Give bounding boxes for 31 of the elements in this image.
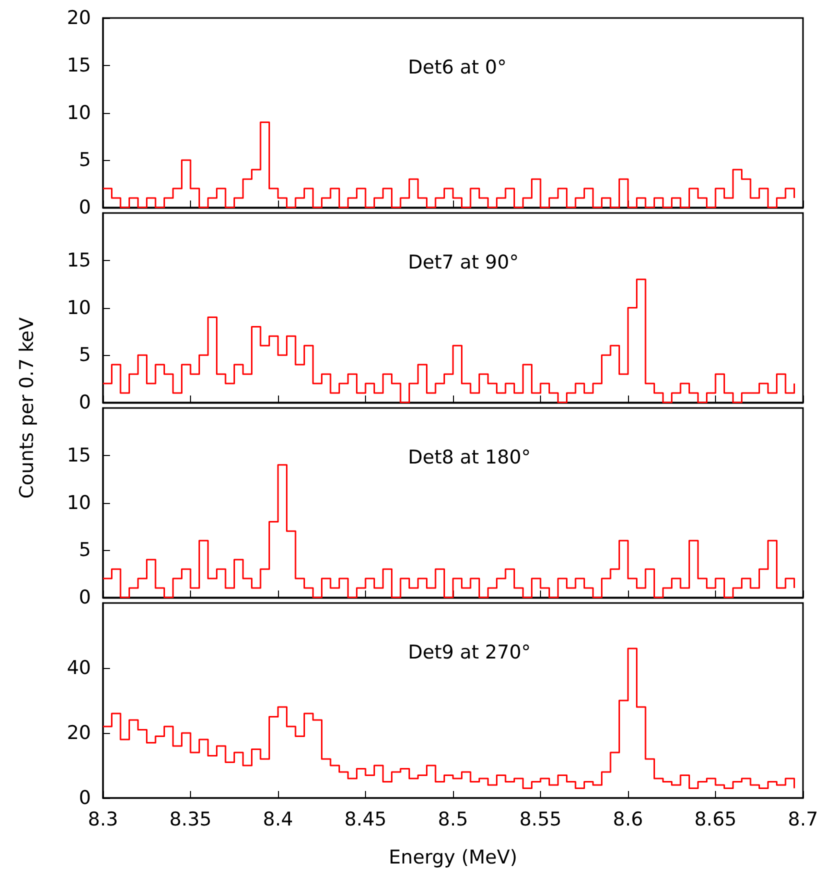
y-tick-label: 10 [66, 296, 91, 319]
y-tick-label: 20 [66, 7, 91, 29]
y-tick-label: 0 [78, 586, 91, 608]
x-tick-label: 8.5 [438, 808, 468, 830]
x-tick-label: 8.7 [788, 808, 818, 830]
x-axis-title: Energy (MeV) [388, 846, 518, 868]
y-tick-label: 0 [78, 787, 91, 809]
y-tick-label: 15 [66, 444, 91, 466]
y-tick-label: 40 [66, 657, 91, 679]
y-tick-label: 0 [78, 392, 91, 414]
y-tick-label: 15 [66, 54, 91, 76]
x-tick-label: 8.55 [519, 808, 562, 830]
y-tick-label: 15 [66, 249, 91, 272]
x-tick-label: 8.45 [344, 808, 387, 830]
y-tick-label: 10 [66, 492, 91, 514]
y-axis-title: Counts per 0.7 keV [16, 317, 38, 499]
x-tick-label: 8.35 [169, 808, 212, 830]
x-tick-label: 8.4 [262, 808, 294, 830]
y-tick-label: 0 [78, 196, 91, 218]
annotation: Det7 at 90° [408, 252, 519, 274]
y-tick-label: 20 [66, 722, 91, 744]
y-tick-label: 5 [78, 149, 91, 172]
annotation: Det8 at 180° [408, 446, 531, 468]
x-tick-label: 8.6 [612, 808, 644, 830]
x-tick-label: 8.3 [88, 808, 118, 830]
y-tick-label: 5 [78, 344, 91, 366]
y-tick-label: 5 [78, 539, 91, 562]
x-tick-label: 8.65 [694, 808, 737, 830]
y-tick-label: 10 [66, 102, 91, 124]
annotation: Det6 at 0° [408, 56, 507, 78]
annotation: Det9 at 270° [408, 642, 531, 664]
